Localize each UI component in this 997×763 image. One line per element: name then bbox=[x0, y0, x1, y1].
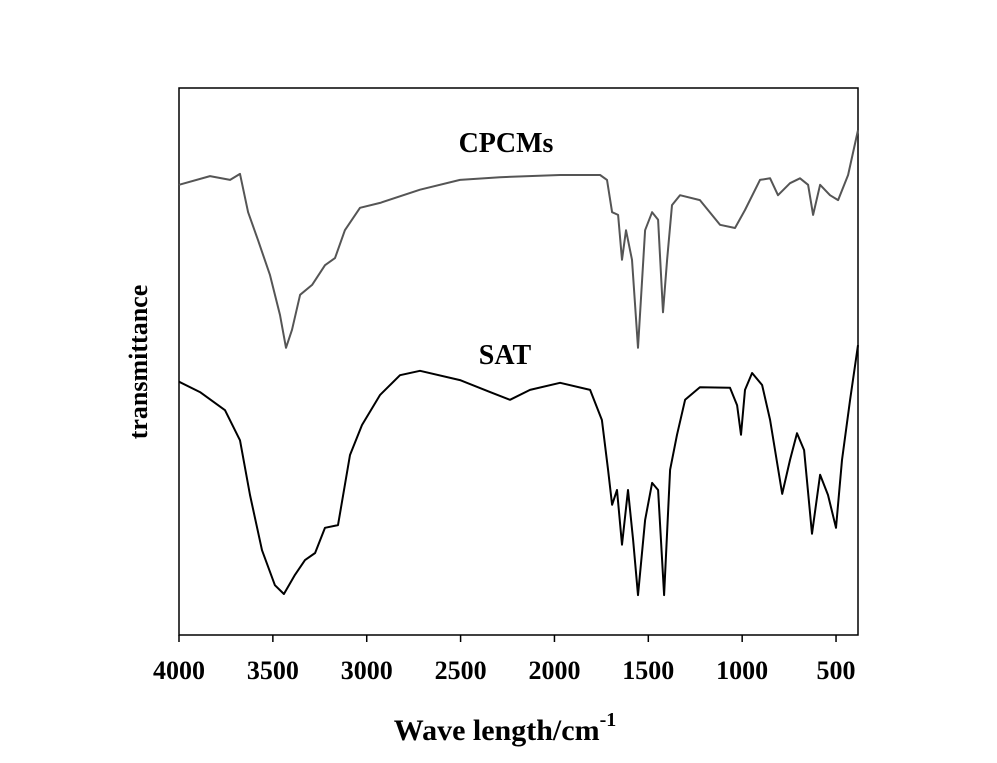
x-tick-label: 2000 bbox=[528, 656, 580, 685]
x-tick-label: 2500 bbox=[435, 656, 487, 685]
x-tick-label: 1500 bbox=[622, 656, 674, 685]
x-tick-label: 1000 bbox=[716, 656, 768, 685]
plot-frame bbox=[178, 87, 859, 636]
x-tick-label: 500 bbox=[817, 656, 856, 685]
annotation: CPCMs bbox=[459, 128, 554, 159]
x-tick-label: 4000 bbox=[153, 656, 205, 685]
y-axis-label: transmittance bbox=[124, 285, 153, 440]
x-tick-label: 3000 bbox=[341, 656, 393, 685]
x-tick-label: 3500 bbox=[247, 656, 299, 685]
x-axis-label: Wave length/cm-1 bbox=[394, 709, 616, 747]
x-axis-label-text: Wave length/cm bbox=[394, 714, 600, 747]
spectrum-line bbox=[178, 344, 859, 597]
annotation: SAT bbox=[479, 340, 532, 371]
x-axis-label-sup: -1 bbox=[600, 709, 617, 731]
spectrum-line bbox=[178, 129, 859, 349]
